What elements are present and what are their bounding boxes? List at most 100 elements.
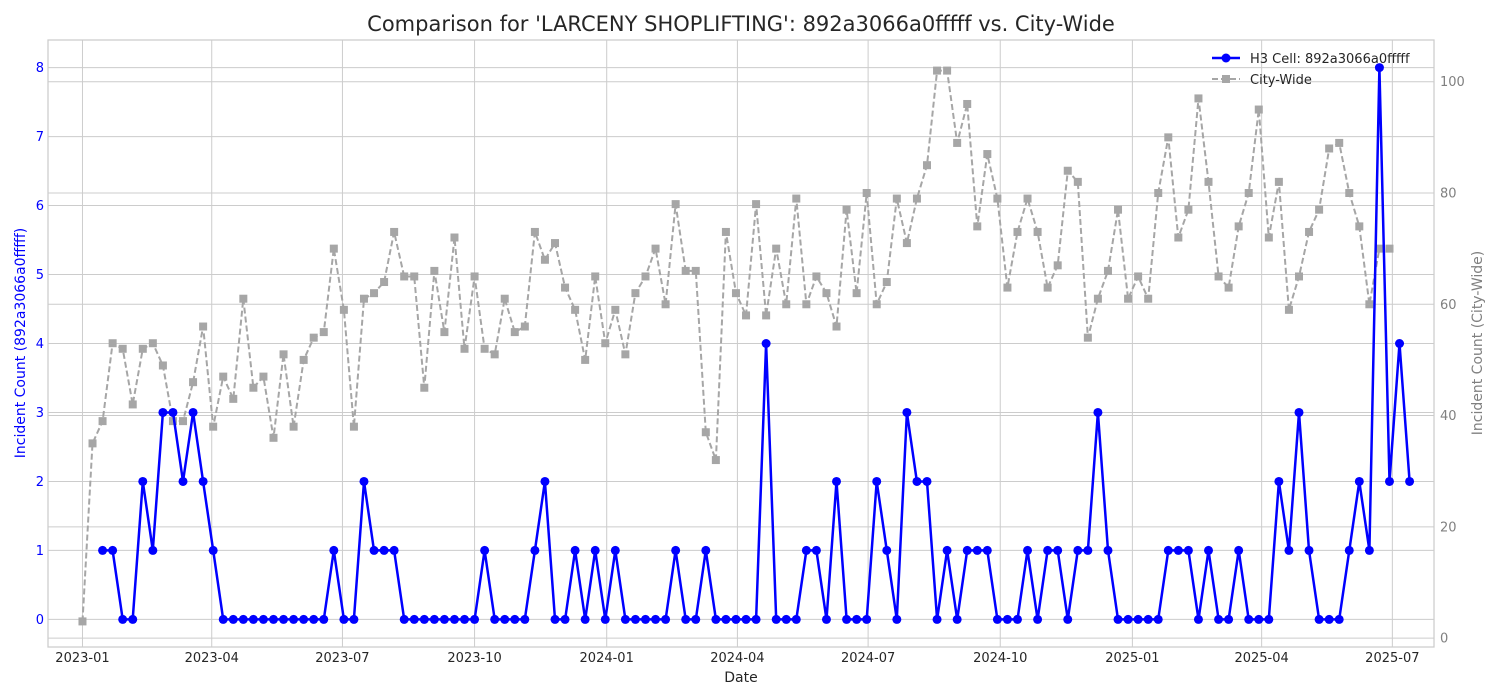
h3-cell-point	[922, 476, 932, 486]
city-wide-point	[380, 278, 389, 287]
city-wide-point	[1365, 300, 1374, 309]
h3-cell-point	[701, 545, 711, 555]
city-wide-point	[1294, 272, 1303, 281]
h3-cell-point	[1163, 545, 1173, 555]
city-wide-point	[1154, 189, 1163, 198]
h3-cell-point	[369, 545, 379, 555]
city-wide-point	[933, 66, 942, 75]
h3-cell-point	[580, 614, 590, 624]
city-wide-point	[1234, 222, 1243, 231]
city-wide-point	[1254, 105, 1263, 114]
h3-cell-point	[1103, 545, 1113, 555]
h3-cell-point	[1324, 614, 1334, 624]
city-wide-point	[420, 383, 429, 392]
city-wide-point	[199, 322, 208, 331]
city-wide-point	[1093, 294, 1102, 303]
city-wide-point	[721, 227, 730, 236]
h3-cell-point	[449, 614, 459, 624]
city-wide-point	[762, 311, 771, 320]
city-wide-point	[872, 300, 881, 309]
h3-cell-point	[1173, 545, 1183, 555]
city-wide-point	[631, 289, 640, 298]
h3-cell-point	[1264, 614, 1274, 624]
h3-cell-point	[228, 614, 238, 624]
h3-cell-point	[942, 545, 952, 555]
h3-cell-point	[1214, 614, 1224, 624]
city-wide-point	[1003, 283, 1012, 292]
h3-cell-point	[510, 614, 520, 624]
h3-cell-point	[640, 614, 650, 624]
h3-cell-point	[781, 614, 791, 624]
city-wide-point	[651, 244, 660, 253]
h3-cell-point	[952, 614, 962, 624]
h3-cell-point	[721, 614, 731, 624]
city-wide-point	[842, 205, 851, 214]
city-wide-point	[571, 305, 580, 314]
city-wide-point	[279, 350, 288, 359]
city-wide-point	[983, 150, 992, 159]
series-layer	[78, 63, 1415, 626]
city-wide-point	[802, 300, 811, 309]
city-wide-point	[1184, 205, 1193, 214]
h3-cell-point	[1294, 407, 1304, 417]
h3-cell-point	[1023, 545, 1033, 555]
h3-cell-point	[299, 614, 309, 624]
h3-cell-point	[359, 476, 369, 486]
city-wide-point	[540, 255, 549, 264]
city-wide-point	[822, 289, 831, 298]
city-wide-point	[912, 194, 921, 203]
y-left-tick-label: 4	[36, 337, 44, 352]
legend-city-label: City-Wide	[1250, 73, 1312, 88]
h3-cell-point	[1204, 545, 1214, 555]
h3-cell-point	[1344, 545, 1354, 555]
city-wide-point	[339, 305, 348, 314]
h3-cell-point	[1143, 614, 1153, 624]
h3-cell-point	[550, 614, 560, 624]
h3-cell-point	[1395, 339, 1405, 348]
h3-cell-point	[289, 614, 299, 624]
h3-cell-point	[882, 545, 892, 555]
h3-cell-point	[1183, 545, 1193, 555]
city-wide-point	[510, 328, 519, 337]
city-wide-point	[1144, 294, 1153, 303]
h3-cell-point	[761, 339, 771, 348]
h3-cell-point	[902, 407, 912, 417]
city-wide-point	[993, 194, 1002, 203]
h3-cell-point	[862, 614, 872, 624]
y-left-tick-label: 2	[36, 475, 44, 490]
h3-cell-point	[490, 614, 500, 624]
h3-cell-point	[801, 545, 811, 555]
city-wide-point	[1043, 283, 1052, 292]
city-wide-point	[752, 200, 761, 209]
series-h3-cell	[98, 63, 1415, 624]
city-wide-point	[450, 233, 459, 242]
h3-cell-point	[460, 614, 470, 624]
city-wide-point	[731, 289, 740, 298]
city-wide-point	[1073, 177, 1082, 186]
city-wide-point	[440, 328, 449, 337]
h3-cell-point	[1384, 476, 1394, 486]
x-tick-label: 2024-01	[580, 651, 634, 666]
city-wide-point	[1023, 194, 1032, 203]
h3-cell-point	[771, 614, 781, 624]
plot-frame	[47, 39, 1435, 648]
city-wide-point	[953, 138, 962, 147]
city-wide-point	[862, 189, 871, 198]
h3-cell-point	[138, 476, 148, 486]
city-wide-point	[390, 227, 399, 236]
h3-cell-point	[248, 614, 258, 624]
h3-cell-point	[429, 614, 439, 624]
h3-cell-point	[1093, 407, 1103, 417]
h3-cell-point	[98, 545, 108, 555]
h3-cell-point	[148, 545, 158, 555]
city-wide-point	[892, 194, 901, 203]
h3-cell-point	[661, 614, 671, 624]
city-wide-point	[370, 289, 379, 298]
h3-cell-point	[1002, 614, 1012, 624]
city-wide-point	[711, 456, 720, 465]
city-wide-point	[832, 322, 841, 331]
h3-cell-point	[1043, 545, 1053, 555]
city-wide-point	[158, 361, 167, 370]
h3-cell-point	[852, 614, 862, 624]
